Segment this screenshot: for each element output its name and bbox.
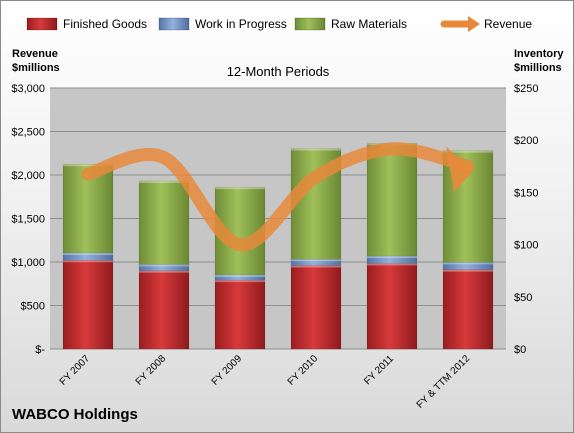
bar-finished-goods <box>62 260 114 350</box>
left-tick-label: $2,500 <box>11 127 45 139</box>
left-tick-label: $1,000 <box>11 257 45 269</box>
right-tick-label: $100 <box>514 240 538 252</box>
bar-highlight <box>215 274 265 277</box>
bar-highlight <box>367 263 417 266</box>
bar-raw-materials <box>138 180 190 265</box>
category-label: FY 2009 <box>210 353 245 388</box>
bar-finished-goods <box>366 263 418 350</box>
bar-highlight <box>139 264 189 267</box>
category-label: FY 2010 <box>286 353 321 388</box>
left-tick-label: $3,000 <box>11 83 45 95</box>
legend-swatch-work-in-progress <box>158 17 190 31</box>
bar-highlight <box>443 150 493 153</box>
legend-label: Finished Goods <box>63 17 147 31</box>
left-tick-label: $- <box>35 344 45 356</box>
bar-highlight <box>139 180 189 183</box>
company-name: WABCO Holdings <box>12 406 138 423</box>
bar-work-in-progress <box>214 274 266 281</box>
legend-label: Revenue <box>484 17 532 31</box>
right-axis-label: Inventory <box>514 48 564 60</box>
category-label: FY 2007 <box>58 353 93 388</box>
legend-swatch-raw-materials <box>294 17 326 31</box>
right-tick-label: $50 <box>514 292 532 304</box>
revenue-arrowhead <box>446 146 472 193</box>
bar-finished-goods <box>290 265 342 350</box>
bar-highlight <box>139 270 189 273</box>
bar-highlight <box>291 148 341 151</box>
bar-highlight <box>63 164 113 167</box>
left-axis-label: $millions <box>12 62 60 74</box>
legend-revenue-arrow <box>468 16 480 32</box>
left-tick-label: $2,000 <box>11 170 45 182</box>
right-tick-label: $200 <box>514 135 538 147</box>
category-label: FY 2011 <box>362 353 396 387</box>
legend-swatch-finished-goods <box>26 17 58 31</box>
category-label: FY 2008 <box>134 353 169 388</box>
bar-highlight <box>291 265 341 268</box>
right-tick-label: $250 <box>514 83 538 95</box>
right-tick-label: $150 <box>514 187 538 199</box>
revenue-line <box>81 142 475 252</box>
bar-highlight <box>443 262 493 265</box>
bar-finished-goods <box>214 279 266 350</box>
bar-finished-goods <box>138 270 190 350</box>
left-tick-label: $1,500 <box>11 214 45 226</box>
bar-raw-materials <box>366 143 418 257</box>
right-axis-label: $millions <box>514 62 562 74</box>
left-tick-label: $500 <box>21 301 45 313</box>
category-label: FY & TTM 2012 <box>415 353 473 411</box>
right-tick-label: $0 <box>514 344 526 356</box>
left-axis-label: Revenue <box>12 48 58 60</box>
bar-highlight <box>443 269 493 272</box>
bar-highlight <box>367 256 417 259</box>
bar-highlight <box>215 187 265 190</box>
legend-label: Raw Materials <box>331 17 407 31</box>
bar-highlight <box>63 260 113 263</box>
bar-highlight <box>63 252 113 255</box>
legend-label: Work in Progress <box>195 17 287 31</box>
bar-highlight <box>215 280 265 283</box>
bar-finished-goods <box>442 269 494 350</box>
chart-title: 12-Month Periods <box>227 64 330 79</box>
bar-highlight <box>291 259 341 262</box>
